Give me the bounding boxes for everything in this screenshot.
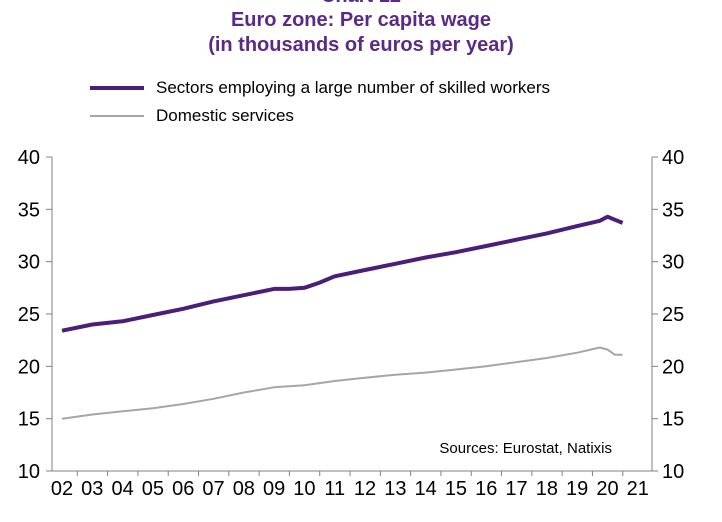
y-tick-label-right: 15 bbox=[662, 409, 684, 431]
legend: Sectors employing a large number of skil… bbox=[90, 74, 550, 130]
x-tick-label: 10 bbox=[293, 478, 315, 500]
x-tick-label: 17 bbox=[505, 478, 527, 500]
axes bbox=[46, 156, 658, 476]
y-tick-label-right: 35 bbox=[662, 199, 684, 221]
y-tick-label-left: 10 bbox=[18, 461, 40, 483]
legend-swatch-domestic bbox=[90, 115, 144, 117]
x-tick-label: 04 bbox=[111, 478, 133, 500]
x-tick-label: 13 bbox=[384, 478, 406, 500]
series-line-skilled bbox=[61, 214, 624, 333]
series-lines bbox=[61, 214, 624, 420]
x-tick-label: 20 bbox=[596, 478, 618, 500]
y-tick-label-left: 40 bbox=[18, 147, 40, 169]
y-tick-label-right: 30 bbox=[662, 252, 684, 274]
x-tick-label: 14 bbox=[415, 478, 437, 500]
x-tick-label: 03 bbox=[81, 478, 103, 500]
x-tick-label: 16 bbox=[475, 478, 497, 500]
legend-label-domestic: Domestic services bbox=[156, 106, 294, 125]
chart-overtitle: Chart 12 bbox=[0, 0, 722, 8]
legend-item-skilled: Sectors employing a large number of skil… bbox=[90, 74, 550, 102]
x-tick-label: 19 bbox=[566, 478, 588, 500]
y-tick-label-right: 20 bbox=[662, 356, 684, 378]
x-tick-label: 18 bbox=[536, 478, 558, 500]
x-tick-label: 08 bbox=[233, 478, 255, 500]
legend-swatch-skilled bbox=[90, 86, 144, 90]
source-note: Sources: Eurostat, Natixis bbox=[439, 440, 612, 457]
x-tick-label: 12 bbox=[354, 478, 376, 500]
x-tick-label: 09 bbox=[263, 478, 285, 500]
x-tick-label: 02 bbox=[51, 478, 73, 500]
legend-label-skilled: Sectors employing a large number of skil… bbox=[156, 78, 551, 97]
y-tick-label-left: 30 bbox=[18, 252, 40, 274]
chart-subtitle: (in thousands of euros per year) bbox=[208, 34, 514, 56]
y-tick-label-left: 35 bbox=[18, 199, 40, 221]
x-tick-label: 15 bbox=[445, 478, 467, 500]
y-tick-label-left: 20 bbox=[18, 356, 40, 378]
y-tick-label-left: 15 bbox=[18, 409, 40, 431]
x-tick-label: 07 bbox=[202, 478, 224, 500]
chart-title: Euro zone: Per capita wage bbox=[230, 9, 492, 31]
x-tick-label: 11 bbox=[324, 478, 345, 500]
series-line-domestic bbox=[61, 346, 623, 420]
x-tick-label: 05 bbox=[142, 478, 164, 500]
y-tick-label-left: 25 bbox=[18, 304, 40, 326]
y-tick-label-right: 40 bbox=[662, 147, 684, 169]
legend-item-domestic: Domestic services bbox=[90, 102, 550, 130]
y-tick-label-right: 10 bbox=[662, 461, 684, 483]
tick-labels: 10 10 15 15 20 20 25 25 30 30 35 35 40 40 02 03 04 05 06 07… bbox=[18, 147, 685, 500]
x-tick-label: 06 bbox=[172, 478, 194, 500]
x-tick-label: 21 bbox=[627, 478, 649, 500]
y-tick-label-right: 25 bbox=[662, 304, 684, 326]
